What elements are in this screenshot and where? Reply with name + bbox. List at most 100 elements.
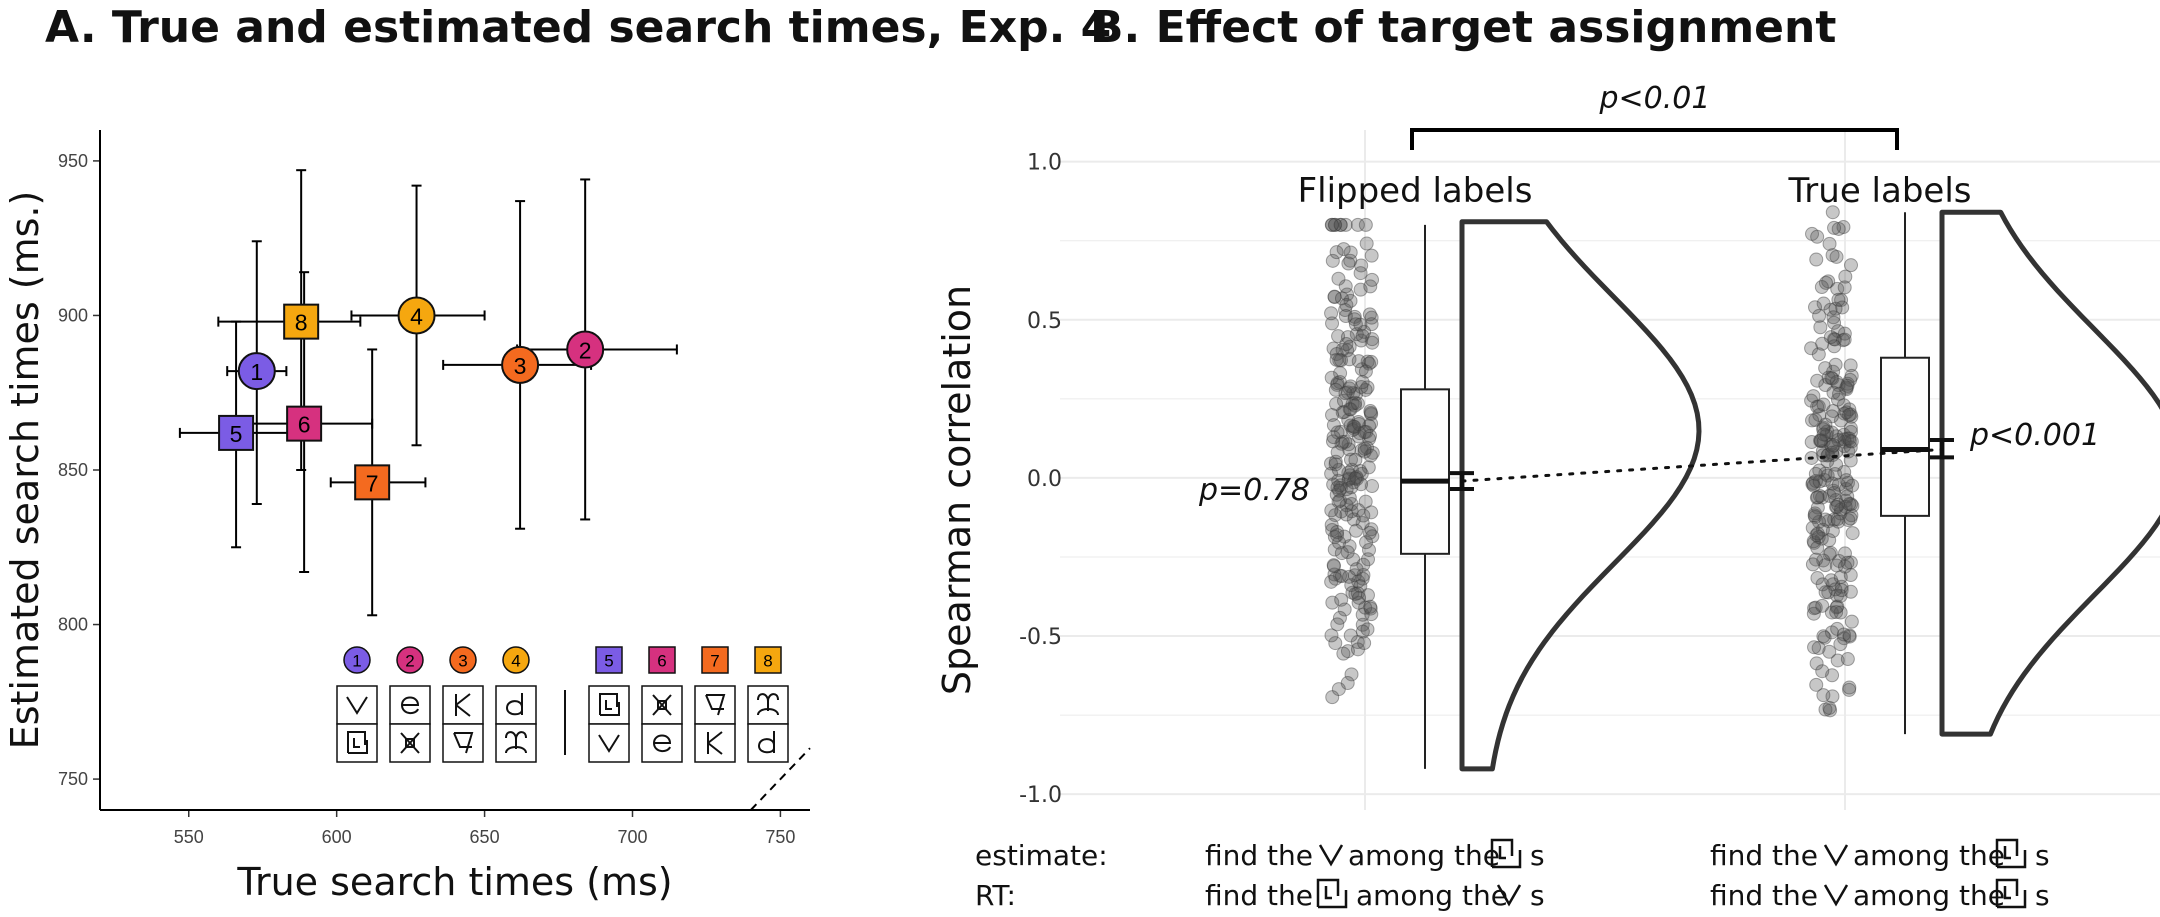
point-marker-square — [286, 405, 323, 442]
footer-left-rt-find: find the — [1205, 879, 1313, 912]
a-y-tick-label: 800 — [58, 615, 88, 635]
inset-legend-square-7: 7 — [701, 646, 729, 674]
stimulus-glyph-icon — [747, 723, 789, 763]
data-point-5: 5 — [218, 414, 255, 451]
stimulus-glyph-icon — [495, 685, 537, 725]
a-x-tick-label: 700 — [617, 827, 647, 847]
point-label: 1 — [250, 359, 263, 385]
panel-a-title: A. True and estimated search times, Exp.… — [45, 2, 1111, 53]
half-violin-1 — [1939, 209, 2160, 737]
stimulus-glyph-icon — [336, 723, 378, 763]
svg-text:3: 3 — [458, 652, 467, 671]
spiral-glyph-icon — [1995, 838, 2027, 869]
svg-text:5: 5 — [604, 652, 613, 671]
comparison-p-value: p<0.01 — [1599, 81, 1711, 116]
v-glyph-icon — [1823, 884, 1849, 907]
stimulus-glyph-icon — [336, 685, 378, 725]
a-y-tick-label: 850 — [58, 460, 88, 480]
panel-a-y-axis-title: Estimated search times (ms.) — [3, 191, 47, 750]
spiral-glyph-icon — [1490, 838, 1522, 869]
comparison-bracket — [1410, 128, 1899, 150]
inset-legend-square-8: 8 — [754, 646, 782, 674]
b-y-tick-label: -0.5 — [1019, 625, 1062, 650]
v-glyph-icon — [1496, 884, 1522, 907]
identity-reference-line — [750, 747, 811, 811]
footer-right-estimate-among: among the — [1853, 839, 2005, 872]
point-label: 4 — [410, 303, 423, 329]
svg-text:7: 7 — [710, 652, 719, 671]
a-y-tick-label: 900 — [58, 305, 88, 325]
inset-legend-circle-2: 2 — [396, 646, 424, 674]
spiral-glyph-icon — [1316, 878, 1348, 909]
b-y-tick-label: 0.5 — [1027, 309, 1062, 334]
svg-text:6: 6 — [657, 652, 666, 671]
point-label: 3 — [514, 353, 527, 379]
point-marker-circle — [566, 330, 605, 369]
group-label-flipped: Flipped labels — [1298, 171, 1533, 211]
panel-b-title: B. Effect of target assignment — [1090, 2, 1836, 53]
data-point-3: 3 — [501, 345, 540, 384]
a-x-tick-label: 650 — [470, 827, 500, 847]
footer-left-rt-s: s — [1530, 879, 1545, 912]
svg-text:2: 2 — [405, 652, 414, 671]
a-x-tick-label: 550 — [174, 827, 204, 847]
point-marker-square — [218, 414, 255, 451]
data-point-8: 8 — [283, 303, 320, 340]
data-point-2: 2 — [566, 330, 605, 369]
stimulus-glyph-icon — [694, 723, 736, 763]
p-value-flipped: p=0.78 — [1198, 473, 1310, 508]
inset-legend-square-6: 6 — [648, 646, 676, 674]
point-label: 2 — [579, 337, 592, 363]
footer-right-rt-s: s — [2035, 879, 2050, 912]
svg-text:8: 8 — [763, 652, 772, 671]
footer-right-rt-find: find the — [1710, 879, 1818, 912]
v-glyph-icon — [1318, 844, 1344, 867]
stimulus-glyph-icon — [694, 685, 736, 725]
stimulus-glyph-icon — [442, 723, 484, 763]
stimulus-glyph-icon — [747, 685, 789, 725]
point-label: 8 — [295, 310, 308, 336]
inset-legend-square-5: 5 — [595, 646, 623, 674]
stimulus-glyph-icon — [641, 685, 683, 725]
half-violin-0 — [1459, 219, 1702, 772]
a-y-tick-label: 750 — [58, 769, 88, 789]
point-label: 5 — [230, 421, 243, 447]
b-y-tick-label: 0.0 — [1027, 467, 1062, 492]
b-y-tick-label: -1.0 — [1019, 783, 1062, 808]
footer-estimate-label: estimate: — [975, 839, 1108, 872]
point-label: 7 — [366, 470, 379, 496]
panel-b-y-axis-title: Spearman correlation — [935, 285, 979, 695]
panel-b-raincloud: 1.0 0.5 0.0 -0.5 -1.0 Spearman correlation F… — [935, 81, 2160, 810]
footer-right-rt-among: among the — [1853, 879, 2005, 912]
boxplot-1 — [1880, 212, 1930, 735]
a-x-tick-label: 600 — [322, 827, 352, 847]
v-glyph-icon — [1823, 844, 1849, 867]
data-point-1: 1 — [237, 352, 276, 391]
inset-legend-circle-3: 3 — [449, 646, 477, 674]
stimulus-glyph-icon — [495, 723, 537, 763]
b-y-tick-label: 1.0 — [1027, 151, 1062, 176]
point-marker-square — [354, 464, 391, 501]
stimulus-glyph-icon — [641, 723, 683, 763]
boxplot-0 — [1400, 224, 1450, 769]
svg-text:4: 4 — [511, 652, 520, 671]
stimulus-glyph-icon — [389, 685, 431, 725]
a-x-tick-label: 750 — [765, 827, 795, 847]
data-point-7: 7 — [354, 464, 391, 501]
footer-instructions: estimate: RT: find the among the s find … — [975, 838, 2050, 912]
footer-left-estimate-among: among the — [1348, 839, 1500, 872]
panel-a-x-axis-title: True search times (ms) — [236, 860, 672, 904]
footer-left-estimate-find: find the — [1205, 839, 1313, 872]
footer-rt-label: RT: — [975, 879, 1016, 912]
p-value-true: p<0.001 — [1969, 418, 2100, 453]
stimulus-glyph-icon — [588, 723, 630, 763]
footer-left-rt-among: among the — [1356, 879, 1508, 912]
point-marker-circle — [397, 296, 436, 335]
point-marker-circle — [501, 345, 540, 384]
data-point-4: 4 — [397, 296, 436, 335]
group-label-true: True labels — [1788, 171, 1972, 211]
footer-left-estimate-s: s — [1530, 839, 1545, 872]
stimulus-glyph-icon — [389, 723, 431, 763]
a-y-tick-label: 950 — [58, 151, 88, 171]
